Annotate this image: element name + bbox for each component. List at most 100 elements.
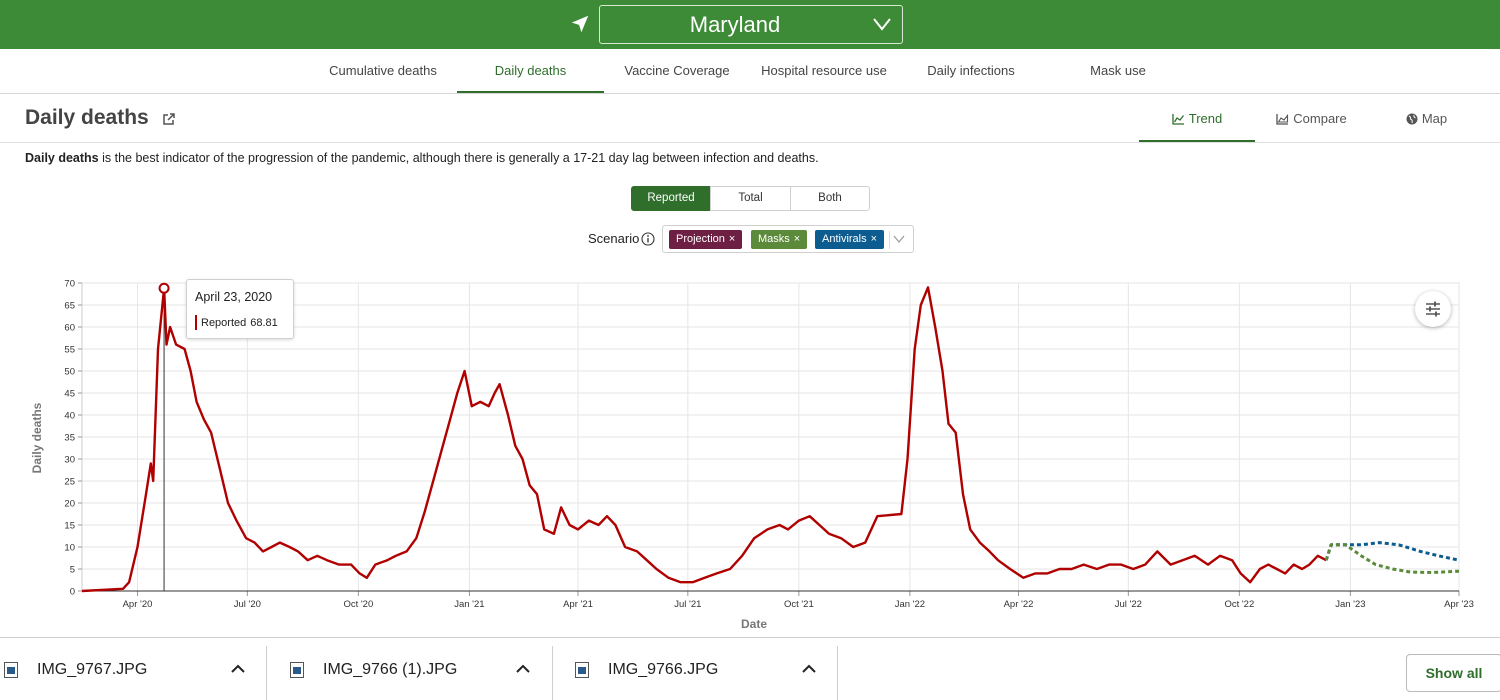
x-axis: Apr '20 Jul '20 Oct '20 Jan '21 Apr '21 Jul '… [82,590,1474,610]
y-tick-label: 10 [64,543,75,554]
x-tick-label: Oct '20 [343,599,373,610]
y-axis: 0 5 10 15 20 25 30 35 40 45 50 55 60 65 70 [64,279,82,598]
y-tick-label: 65 [64,301,75,312]
image-file-icon [290,662,304,678]
remove-icon[interactable]: × [793,233,801,245]
y-tick-label: 20 [64,499,75,510]
download-filename: IMG_9766 (1).JPG [323,661,458,678]
y-axis-title: Daily deaths [30,402,44,473]
x-tick-label: Jan '22 [895,599,925,610]
x-tick-label: Apr '21 [563,599,593,610]
view-tab-compare-label: Compare [1293,111,1347,126]
external-link-icon[interactable] [162,112,176,126]
x-tick-label: Oct '21 [784,599,814,610]
description-bold: Daily deaths [25,151,99,165]
tooltip-value: 68.81 [250,317,278,329]
chip-projection-label: Projection [676,233,725,245]
download-item[interactable]: IMG_9767.JPG [0,646,266,694]
downloads-bar: IMG_9767.JPG IMG_9766 (1).JPG IMG_9766.J… [0,637,1500,700]
remove-icon[interactable]: × [728,233,736,245]
location-arrow-icon[interactable] [569,13,591,35]
view-tab-map[interactable]: Map [1375,98,1478,142]
tooltip-date: April 23, 2020 [195,290,273,304]
chart-tooltip: April 23, 2020 Reported 68.81 [186,279,294,339]
x-tick-label: Jul '20 [234,599,261,610]
description-text: is the best indicator of the progression… [98,151,819,165]
y-tick-label: 60 [64,323,75,334]
page-description: Daily deaths is the best indicator of th… [25,151,819,165]
y-tick-label: 15 [64,521,75,532]
x-tick-label: Jul '21 [674,599,701,610]
tab-daily-deaths[interactable]: Daily deaths [457,49,604,93]
image-file-icon [575,662,589,678]
line-chart-icon [1172,114,1184,125]
chip-masks-label: Masks [758,233,790,245]
chevron-up-icon[interactable] [802,664,816,674]
globe-icon [1406,113,1418,125]
y-tick-label: 30 [64,455,75,466]
y-tick-label: 40 [64,411,75,422]
page-title: Daily deaths [25,106,149,129]
sliders-icon [1426,301,1440,317]
view-tab-compare[interactable]: Compare [1255,98,1368,142]
image-file-icon [4,662,18,678]
series-line-masks [1324,543,1460,574]
chevron-up-icon[interactable] [231,664,245,674]
tooltip-series-name: Reported [201,317,247,329]
scenario-select[interactable]: Projection × Masks × Antivirals × [662,225,914,253]
y-tick-label: 0 [70,587,75,598]
series-line-projection [1324,541,1460,562]
tab-hospital-resource-use[interactable]: Hospital resource use [761,63,887,78]
metric-tabs: Cumulative deaths Daily deaths Vaccine C… [0,49,1500,94]
tab-cumulative-deaths[interactable]: Cumulative deaths [329,63,437,78]
download-divider [266,646,267,700]
toggle-reported[interactable]: Reported [631,186,711,211]
chip-projection[interactable]: Projection × [669,230,743,249]
x-tick-label: Jul '22 [1115,599,1142,610]
x-tick-label: Apr '20 [123,599,153,610]
download-divider [837,646,838,700]
view-tab-trend-label: Trend [1188,111,1223,126]
tab-daily-infections[interactable]: Daily infections [927,63,1015,78]
download-item[interactable]: IMG_9766.JPG [571,646,837,694]
chevron-down-icon [873,18,891,31]
view-tab-map-label: Map [1421,111,1448,126]
info-icon[interactable] [641,232,655,246]
tooltip-series-marker [195,315,197,330]
remove-icon[interactable]: × [870,233,878,245]
x-axis-title: Date [741,617,767,631]
chip-antivirals[interactable]: Antivirals × [815,230,885,249]
download-filename: IMG_9766.JPG [608,661,719,678]
toggle-total[interactable]: Total [710,186,791,211]
y-tick-label: 5 [70,565,75,576]
header-divider [0,142,1500,143]
y-tick-label: 45 [64,389,75,400]
download-item[interactable]: IMG_9766 (1).JPG [286,646,552,694]
chip-antivirals-label: Antivirals [822,233,867,245]
x-tick-label: Jan '23 [1335,599,1365,610]
y-tick-label: 70 [64,279,75,290]
tab-mask-use[interactable]: Mask use [1090,63,1146,78]
scenario-label: Scenario [588,231,640,246]
y-tick-label: 25 [64,477,75,488]
state-select-value: Maryland [689,12,781,37]
x-tick-label: Apr '22 [1004,599,1034,610]
area-chart-icon [1276,113,1289,125]
tab-vaccine-coverage[interactable]: Vaccine Coverage [624,63,730,78]
location-bar: Maryland [0,0,1500,49]
show-all-button[interactable]: Show all [1406,654,1500,692]
highlight-point [158,282,170,294]
chevron-up-icon[interactable] [516,664,530,674]
download-filename: IMG_9767.JPG [37,661,148,678]
state-select[interactable]: Maryland [599,5,903,44]
daily-deaths-chart[interactable]: 0 5 10 15 20 25 30 35 40 45 50 55 60 65 70 Apr '20 Jul … [0,268,1500,636]
chip-masks[interactable]: Masks × [751,230,808,249]
toggle-both[interactable]: Both [790,186,870,211]
view-tab-trend[interactable]: Trend [1139,98,1255,142]
download-divider [552,646,553,700]
series-line-reported [81,286,1327,593]
chevron-down-icon[interactable] [893,234,905,244]
y-tick-label: 55 [64,345,75,356]
y-tick-label: 35 [64,433,75,444]
chart-settings-button[interactable] [1415,291,1451,327]
